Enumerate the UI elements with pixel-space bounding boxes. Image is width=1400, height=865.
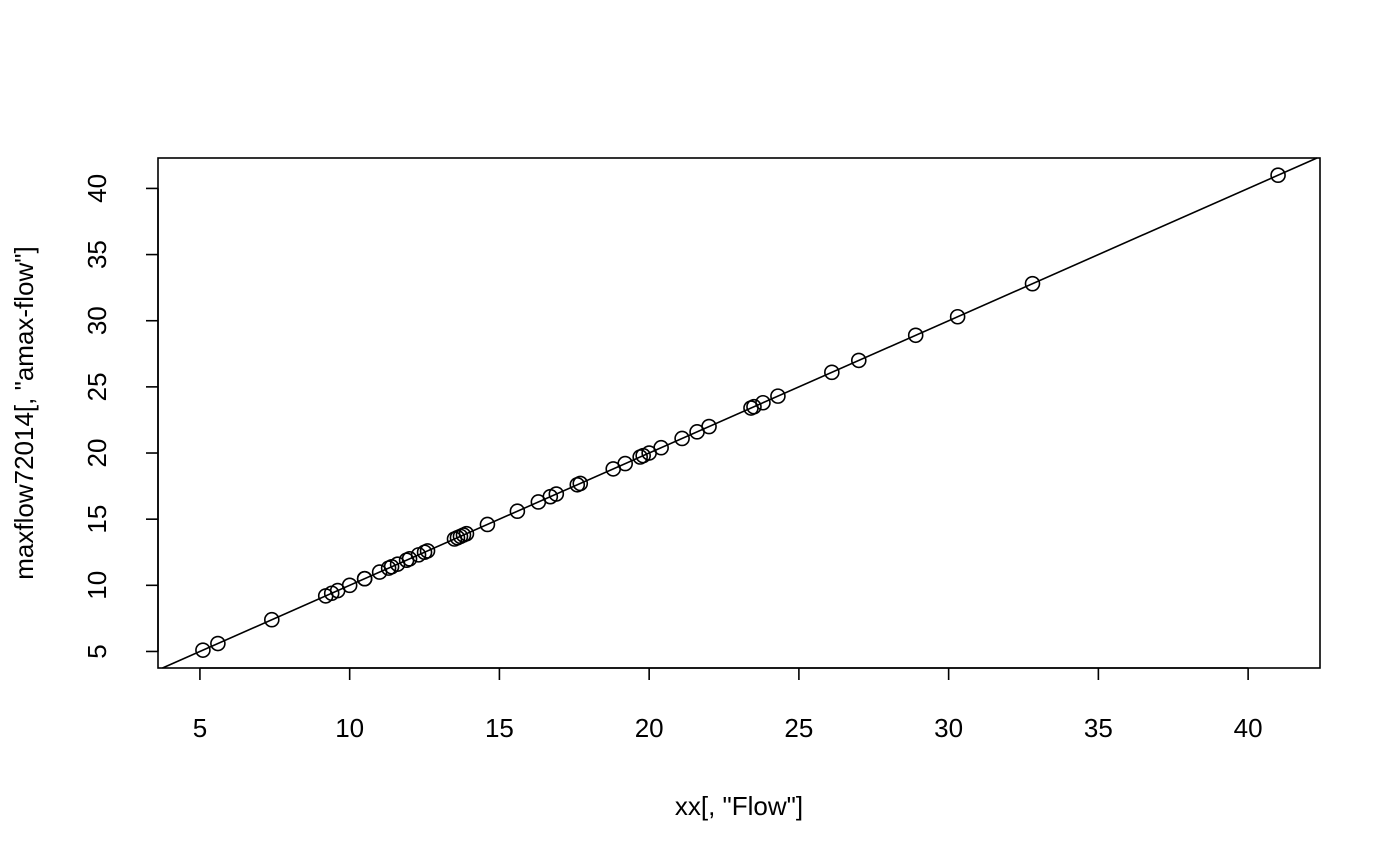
data-point [458, 525, 475, 542]
data-point [572, 475, 589, 492]
y-tick-label: 20 [82, 439, 112, 468]
x-axis: 5 10 15 20 25 30 35 40 [193, 667, 1263, 743]
x-tick-label: 30 [934, 713, 963, 743]
data-point [419, 543, 436, 559]
y-tick-label: 10 [82, 571, 112, 600]
y-tick-label: 25 [82, 372, 112, 401]
data-point [1024, 275, 1041, 292]
x-tick-label: 25 [784, 713, 813, 743]
y-tick-label: 30 [82, 306, 112, 335]
identity-reference-line [162, 157, 1318, 669]
x-tick-label: 5 [193, 713, 207, 743]
data-point [195, 642, 211, 658]
data-point [907, 327, 924, 344]
data-point [341, 577, 358, 594]
data-point [356, 570, 373, 587]
y-tick-label: 35 [82, 240, 112, 269]
data-points [195, 167, 1286, 658]
data-point [770, 388, 786, 404]
data-point [674, 430, 690, 447]
data-point [850, 352, 867, 369]
x-tick-label: 15 [485, 713, 514, 743]
data-point [401, 551, 418, 567]
data-point [701, 418, 717, 435]
x-tick-label: 40 [1234, 713, 1263, 743]
data-point [479, 516, 496, 533]
data-point [264, 611, 280, 628]
data-point [653, 439, 669, 456]
y-axis-label: maxflow72014[, "amax-flow"] [9, 246, 39, 579]
data-point [949, 308, 966, 325]
data-point [210, 635, 226, 652]
y-axis: 5 10 15 20 25 30 35 40 [82, 174, 159, 659]
x-tick-label: 35 [1084, 713, 1113, 743]
x-tick-label: 10 [335, 713, 364, 743]
y-tick-label: 40 [82, 174, 112, 203]
data-point [617, 455, 633, 472]
data-point [824, 364, 840, 381]
data-point [548, 486, 565, 502]
y-tick-label: 15 [82, 505, 112, 534]
y-tick-label: 5 [82, 644, 112, 658]
x-axis-label: xx[, "Flow"] [675, 791, 803, 821]
data-point [509, 503, 526, 520]
data-point [1270, 167, 1286, 183]
data-point [746, 398, 762, 415]
data-point [755, 394, 771, 411]
x-tick-label: 20 [635, 713, 664, 743]
